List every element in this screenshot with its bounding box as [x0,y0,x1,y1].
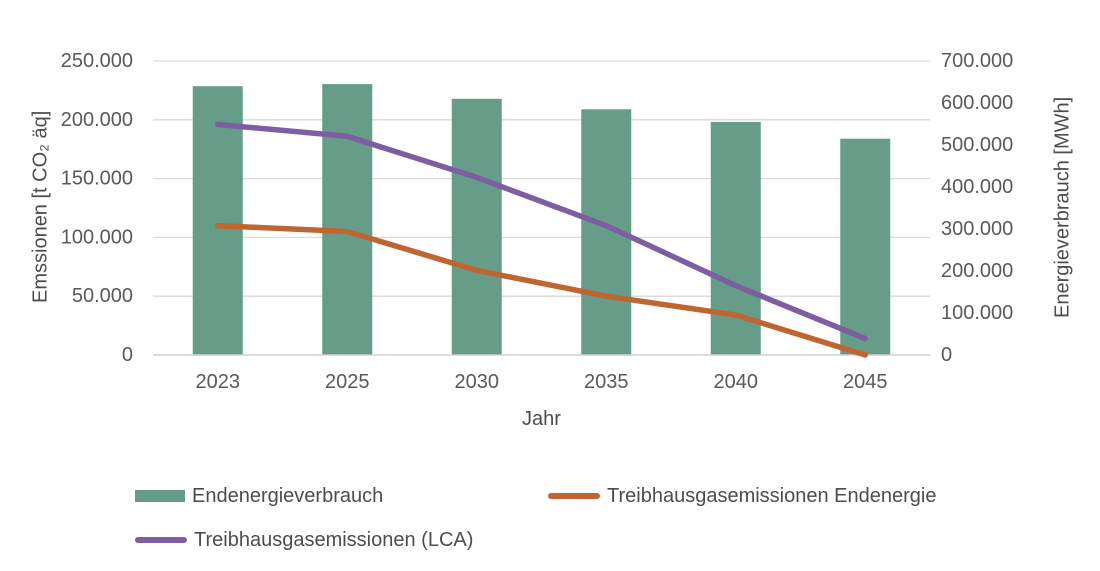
category-label-2025: 2025 [325,371,370,393]
legend-label: Endenergieverbrauch [192,484,384,507]
category-label-2040: 2040 [714,371,759,393]
right-axis-title: Energieverbrauch [MWh] [1051,96,1074,318]
x-axis-title: Jahr [522,408,561,430]
legend-label: Treibhausgasemissionen Endenergie [607,484,937,507]
right-axis-tick-label: 100.000 [941,302,1013,324]
category-label-2045: 2045 [843,371,888,393]
category-label-2030: 2030 [455,371,500,393]
bar-2045 [840,138,891,355]
left-axis-tick-label: 100.000 [61,226,133,248]
line-treibhausgasemissionen-lca- [215,121,868,342]
right-axis-tick-label: 500.000 [941,134,1013,156]
orange-line-swatch [548,493,600,499]
category-label-2035: 2035 [584,371,629,393]
bar-2030 [451,98,502,356]
left-axis-tick-label: 250.000 [61,50,133,72]
right-axis-tick-label: 200.000 [941,260,1013,282]
left-axis-title: Emssionen [t CO₂ äq] [29,110,52,304]
left-axis-tick-label: 200.000 [61,109,133,131]
legend-item-treibhausgasemissionen-lca: Treibhausgasemissionen (LCA) [135,528,473,552]
bar-2025 [322,84,373,355]
left-axis-tick-label: 150.000 [61,168,133,190]
right-axis-tick-label: 0 [941,344,952,366]
right-axis-tick-label: 600.000 [941,92,1013,114]
category-label-2023: 2023 [196,371,241,393]
legend-item-endenergieverbrauch: Endenergieverbrauch [135,484,383,508]
bar-series-swatch [135,490,185,502]
legend-label: Treibhausgasemissionen (LCA) [194,528,474,551]
line-treibhausgasemissionen-endenergie [215,222,868,358]
right-axis-tick-label: 300.000 [941,218,1013,240]
right-axis-tick-label: 400.000 [941,176,1013,198]
left-axis-tick-label: 50.000 [72,285,133,307]
right-axis-tick-label: 700.000 [941,50,1013,72]
left-axis-tick-label: 0 [122,344,133,366]
bar-2023 [192,86,243,355]
purple-line-swatch [135,537,187,543]
legend-item-treibhausgasemissionen-endenergie: Treibhausgasemissionen Endenergie [548,484,936,508]
